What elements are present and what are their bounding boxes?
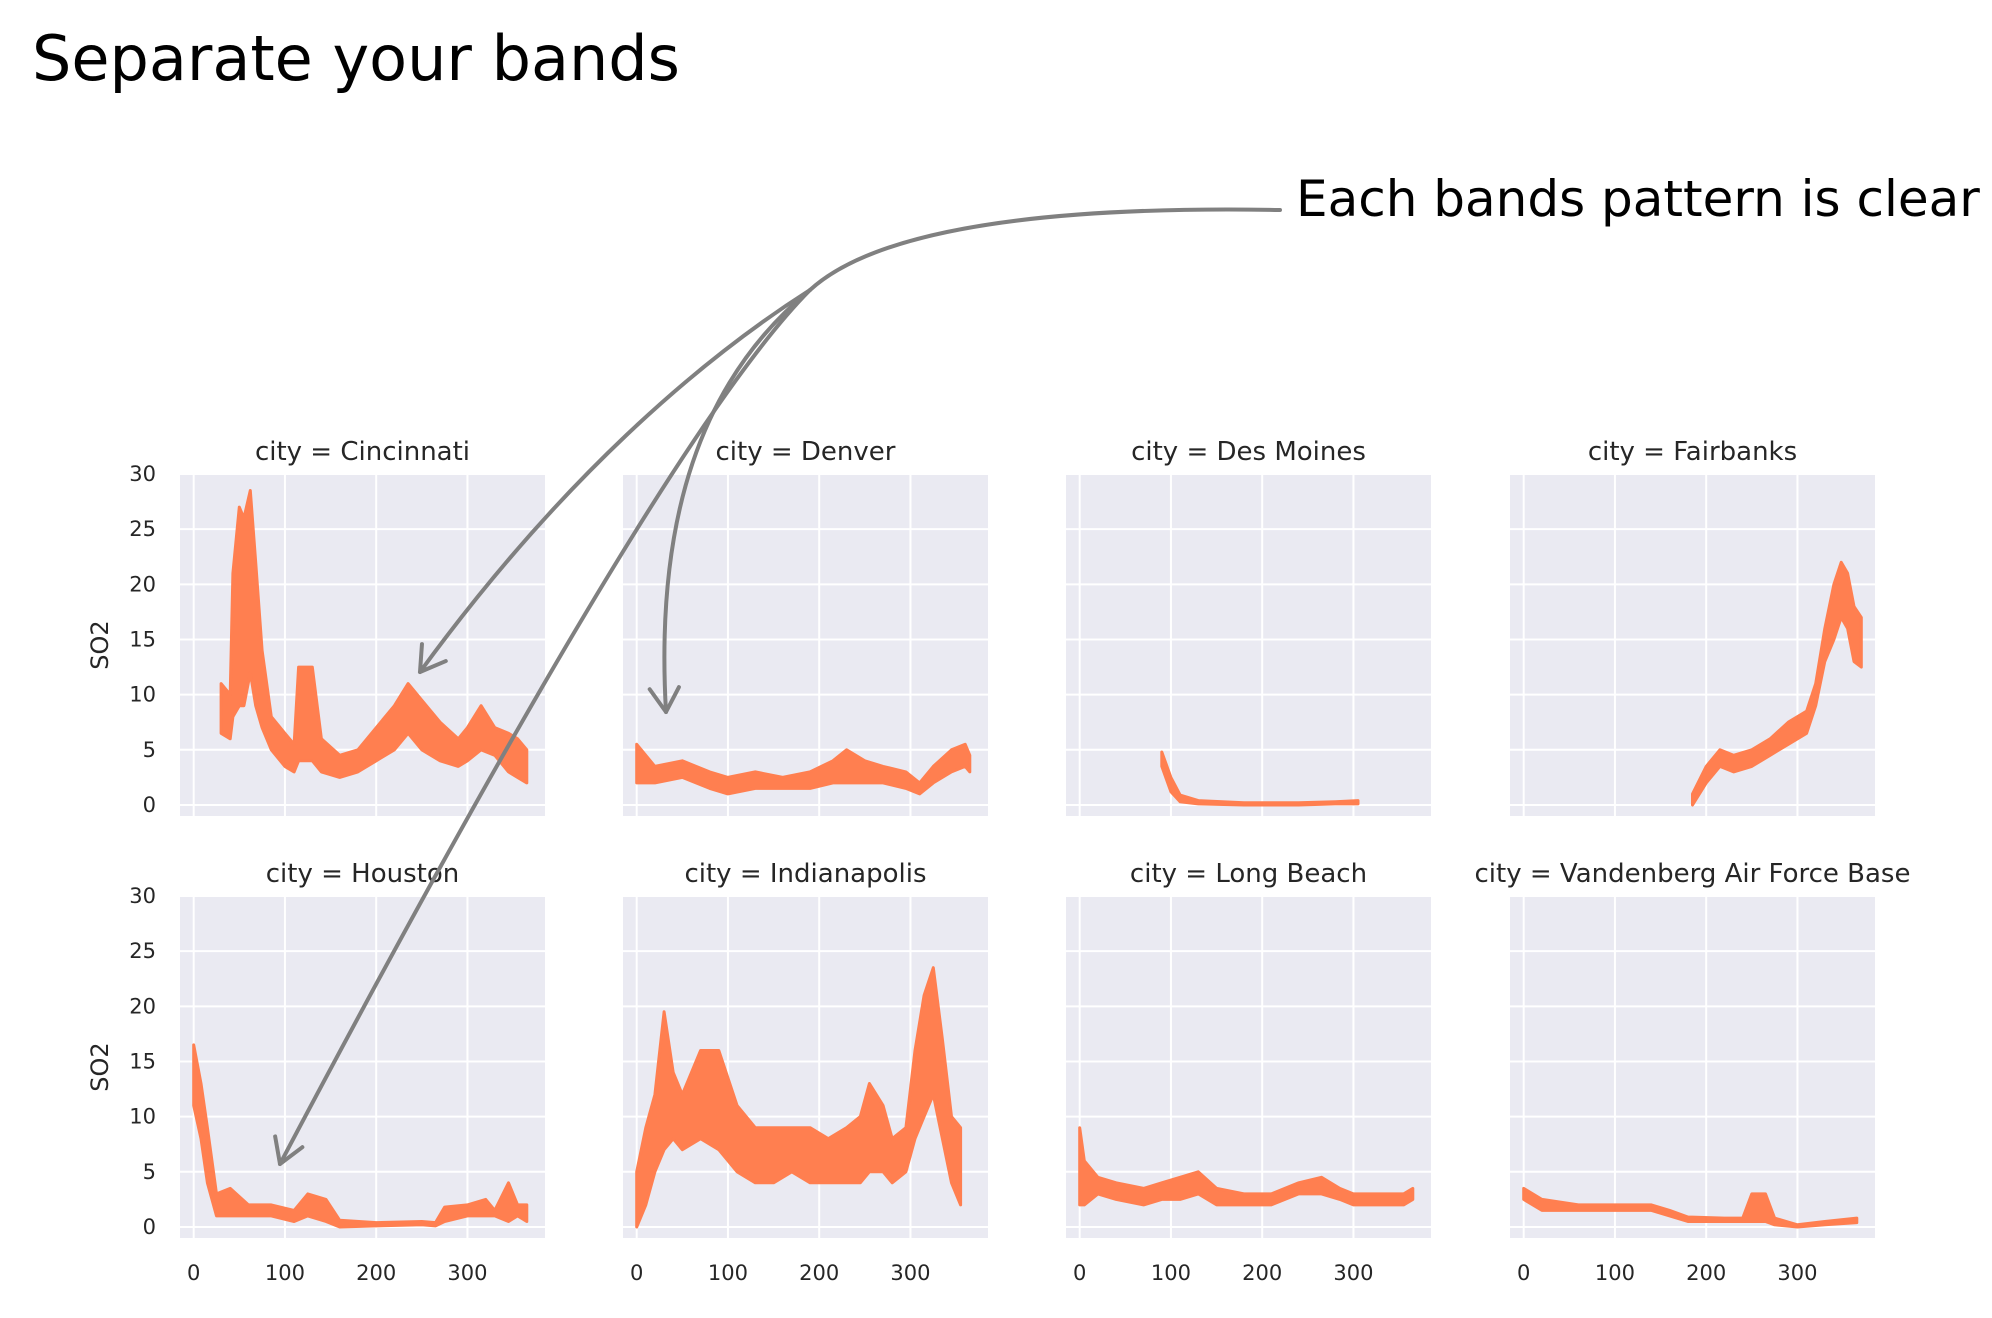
annotation-arrow bbox=[418, 288, 812, 674]
y-tick-label: 0 bbox=[143, 1215, 156, 1239]
facet-panel: city = Indianapolis 0 100 200 300 bbox=[623, 859, 988, 1285]
so2-band bbox=[1691, 560, 1863, 807]
x-tick-label: 200 bbox=[1686, 1261, 1726, 1285]
facet-panel: city = Des Moines bbox=[1066, 437, 1431, 816]
y-tick-label: 30 bbox=[129, 884, 156, 908]
x-tick-label: 0 bbox=[1073, 1261, 1086, 1285]
x-tick-label: 300 bbox=[890, 1261, 930, 1285]
so2-band bbox=[1078, 1126, 1415, 1207]
facet-title: city = Fairbanks bbox=[1588, 437, 1797, 467]
y-axis-label: SO2 bbox=[86, 1042, 114, 1091]
y-tick-label: 5 bbox=[143, 1160, 156, 1184]
y-axis-label: SO2 bbox=[86, 620, 114, 669]
facet-panel: city = Denver bbox=[623, 437, 988, 816]
so2-band bbox=[1160, 750, 1360, 807]
arrowhead bbox=[647, 685, 681, 714]
x-tick-label: 0 bbox=[187, 1261, 200, 1285]
panel-background bbox=[623, 474, 988, 816]
x-tick-label: 300 bbox=[1777, 1261, 1817, 1285]
panel-background bbox=[1066, 896, 1431, 1238]
panel-background bbox=[180, 896, 545, 1238]
so2-band bbox=[219, 489, 529, 785]
panel-background bbox=[1066, 474, 1431, 816]
y-tick-label: 25 bbox=[129, 939, 156, 963]
arrowhead bbox=[273, 1134, 305, 1166]
x-tick-label: 100 bbox=[265, 1261, 305, 1285]
x-tick-label: 0 bbox=[630, 1261, 643, 1285]
facet-title: city = Houston bbox=[266, 859, 459, 889]
facet-title: city = Vandenberg Air Force Base bbox=[1475, 859, 1911, 889]
facet-panel: city = Houston 0 5 10 15 20 25 30 SO2 0 100 200 300 bbox=[86, 859, 545, 1285]
x-tick-label: 100 bbox=[1595, 1261, 1635, 1285]
x-tick-label: 300 bbox=[1333, 1261, 1373, 1285]
x-tick-label: 300 bbox=[447, 1261, 487, 1285]
y-tick-label: 30 bbox=[129, 462, 156, 486]
y-tick-label: 10 bbox=[129, 1105, 156, 1129]
annotation-arrow bbox=[662, 288, 812, 714]
y-tick-label: 25 bbox=[129, 517, 156, 541]
x-tick-label: 200 bbox=[799, 1261, 839, 1285]
y-tick-label: 15 bbox=[129, 627, 156, 651]
facet-title: city = Des Moines bbox=[1131, 437, 1366, 467]
so2-band bbox=[1522, 1186, 1859, 1229]
x-tick-label: 100 bbox=[708, 1261, 748, 1285]
panel-background bbox=[1510, 474, 1875, 816]
x-tick-label: 200 bbox=[356, 1261, 396, 1285]
y-tick-label: 0 bbox=[143, 793, 156, 817]
slide-title: Separate your bands bbox=[32, 22, 680, 95]
annotation-arrow bbox=[808, 207, 1282, 292]
facet-title: city = Denver bbox=[716, 437, 896, 467]
so2-band bbox=[192, 1043, 529, 1229]
arrowhead bbox=[418, 642, 448, 674]
facet-title: city = Indianapolis bbox=[684, 859, 926, 889]
so2-band bbox=[635, 966, 963, 1229]
facet-panel: city = Fairbanks bbox=[1510, 437, 1875, 816]
facet-panel: city = Long Beach 0 100 200 300 bbox=[1066, 859, 1431, 1285]
callout-text: Each bands pattern is clear bbox=[1296, 170, 1980, 228]
y-tick-label: 15 bbox=[129, 1049, 156, 1073]
x-tick-label: 0 bbox=[1517, 1261, 1530, 1285]
facet-panel: city = Cincinnati 0 5 10 15 20 25 30 SO2 bbox=[86, 437, 545, 817]
y-tick-label: 20 bbox=[129, 994, 156, 1018]
x-tick-label: 200 bbox=[1242, 1261, 1282, 1285]
y-tick-label: 10 bbox=[129, 683, 156, 707]
annotation-arrow bbox=[278, 288, 812, 1166]
so2-band bbox=[635, 742, 972, 796]
panel-background bbox=[1510, 896, 1875, 1238]
facet-title: city = Long Beach bbox=[1130, 859, 1367, 889]
facet-panel: city = Vandenberg Air Force Base 0 100 200 3… bbox=[1475, 859, 1911, 1285]
y-tick-label: 20 bbox=[129, 572, 156, 596]
x-tick-label: 100 bbox=[1151, 1261, 1191, 1285]
y-tick-label: 5 bbox=[143, 738, 156, 762]
facet-title: city = Cincinnati bbox=[255, 437, 470, 467]
